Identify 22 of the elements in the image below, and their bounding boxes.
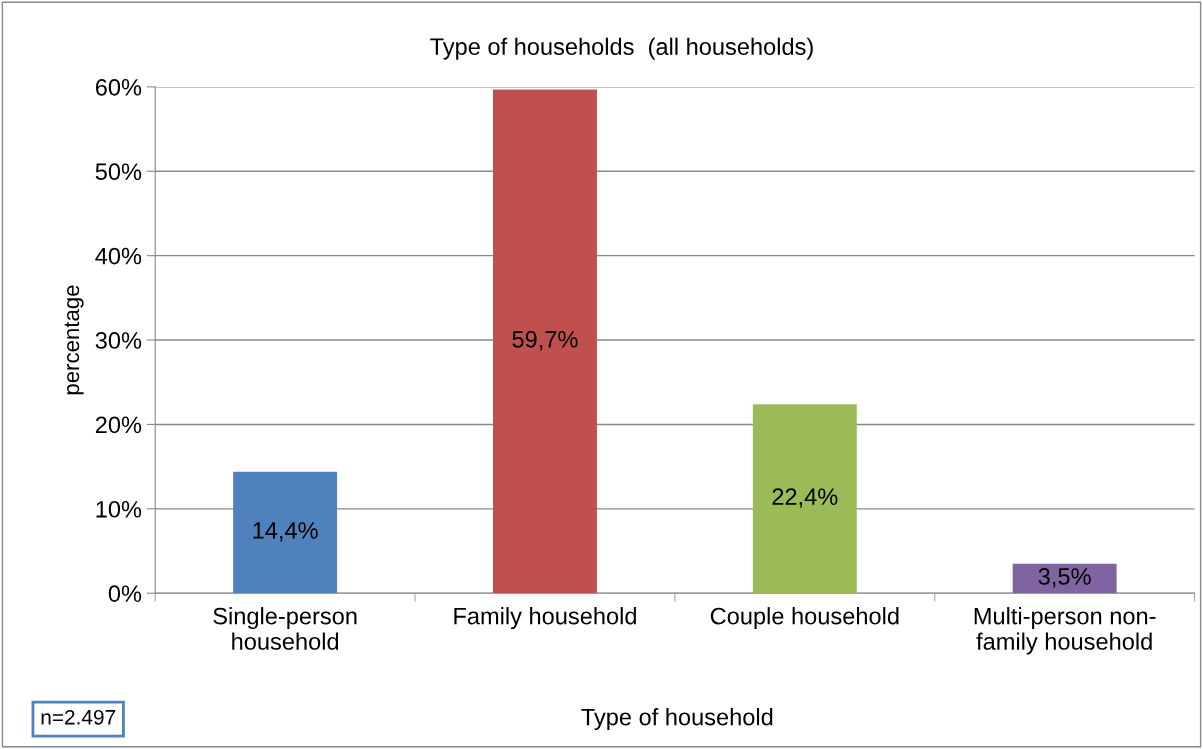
y-tick-label: 20%: [95, 416, 142, 434]
y-axis-title: percentage: [64, 285, 84, 395]
x-tick-label: Single-person household: [213, 607, 357, 650]
y-tick-label: 60%: [95, 78, 142, 96]
text: n=2.497: [41, 709, 116, 725]
x-tick-label: Family household: [454, 607, 636, 630]
bar: [752, 404, 857, 594]
y-tick-label: 40%: [95, 247, 142, 265]
data-label: 59,7%: [512, 330, 578, 351]
bar: [492, 89, 597, 594]
x-tick-label: Multi-person non- family household: [974, 607, 1156, 655]
x-tick-label: Couple household: [710, 607, 899, 630]
y-tick-label: 10%: [96, 500, 142, 518]
data-label: 14,4%: [253, 522, 318, 542]
x-axis-title: Type of household: [581, 708, 773, 731]
chart-title: Type of households (all households): [430, 37, 813, 60]
y-tick-label: 30%: [95, 332, 142, 349]
bar: [233, 471, 338, 594]
data-label: 3,5%: [1038, 568, 1091, 588]
y-tick-label: 50%: [95, 163, 142, 181]
data-label: 22,4%: [772, 488, 838, 508]
y-tick-label: 0%: [108, 585, 142, 602]
